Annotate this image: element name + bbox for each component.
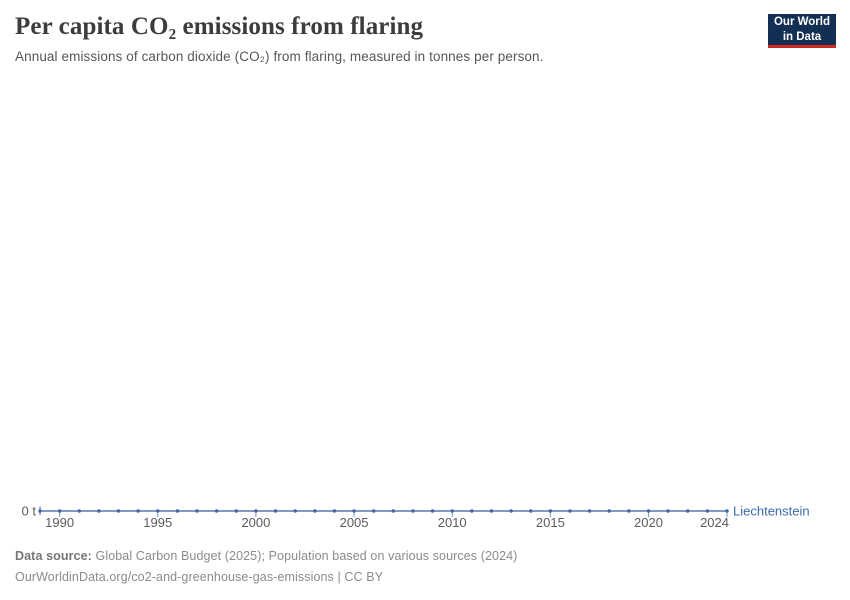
data-point bbox=[587, 509, 592, 513]
data-point bbox=[97, 509, 101, 513]
owid-logo[interactable]: Our World in Data bbox=[768, 14, 836, 48]
chart-header: Per capita CO₂ emissions from flaring An… bbox=[15, 12, 755, 64]
data-point bbox=[313, 509, 317, 513]
data-point bbox=[77, 509, 81, 513]
data-point bbox=[686, 509, 690, 513]
data-source-line: Data source: Global Carbon Budget (2025)… bbox=[15, 546, 815, 567]
data-point bbox=[254, 509, 258, 513]
data-point bbox=[450, 509, 454, 513]
data-point bbox=[38, 509, 42, 513]
data-point bbox=[627, 509, 631, 513]
data-point bbox=[489, 509, 494, 513]
data-source-text: Global Carbon Budget (2025); Population … bbox=[91, 549, 518, 563]
data-point bbox=[705, 509, 710, 513]
chart-title: Per capita CO₂ emissions from flaring bbox=[15, 13, 424, 40]
data-source-label: Data source: bbox=[15, 549, 92, 563]
owid-logo-line2: in Data bbox=[782, 30, 822, 43]
data-point bbox=[156, 509, 160, 513]
x-axis-tick-label: 1995 bbox=[143, 515, 172, 530]
data-point bbox=[529, 509, 533, 513]
owid-url-link[interactable]: OurWorldinData.org/co2-and-greenhouse-ga… bbox=[15, 570, 384, 584]
data-point bbox=[332, 509, 337, 513]
emissions-line-chart: 0 t 1990 1995 2000 2005 2010 2015 2020 2024 Liech… bbox=[22, 504, 810, 531]
x-axis-tick-label: 2020 bbox=[634, 515, 663, 530]
x-axis-tick-label: 2000 bbox=[241, 515, 270, 530]
data-point bbox=[352, 509, 356, 513]
x-axis-tick-label: 2010 bbox=[438, 515, 467, 530]
data-point bbox=[470, 509, 474, 513]
data-point bbox=[411, 509, 415, 513]
data-point bbox=[725, 509, 729, 513]
data-point bbox=[607, 509, 611, 513]
entity-label[interactable]: Liechtenstein bbox=[733, 504, 810, 519]
data-point bbox=[548, 509, 553, 513]
data-point bbox=[175, 509, 180, 513]
data-point bbox=[430, 509, 435, 513]
data-point bbox=[195, 509, 199, 513]
data-point bbox=[568, 509, 572, 513]
data-point bbox=[646, 509, 651, 513]
data-point bbox=[509, 509, 513, 513]
x-axis-tick-label: 2005 bbox=[340, 515, 369, 530]
y-axis-tick-label: 0 t bbox=[22, 504, 37, 519]
data-point bbox=[116, 509, 121, 513]
chart-footer: Data source: Global Carbon Budget (2025)… bbox=[15, 546, 815, 588]
data-point bbox=[234, 509, 238, 513]
data-point bbox=[293, 509, 297, 513]
owid-logo-line1: Our World bbox=[773, 16, 830, 29]
chart-subtitle: Annual emissions of carbon dioxide (CO₂)… bbox=[15, 49, 544, 64]
data-point bbox=[136, 509, 140, 513]
x-axis-tick-label: 2015 bbox=[536, 515, 565, 530]
data-point bbox=[371, 509, 376, 513]
data-point bbox=[391, 509, 396, 513]
x-axis-tick-label: 1990 bbox=[45, 515, 74, 530]
data-point bbox=[214, 509, 219, 513]
x-axis-tick-label: 2024 bbox=[700, 515, 729, 530]
data-point bbox=[273, 509, 278, 513]
data-point bbox=[666, 509, 670, 513]
data-point bbox=[57, 509, 62, 513]
